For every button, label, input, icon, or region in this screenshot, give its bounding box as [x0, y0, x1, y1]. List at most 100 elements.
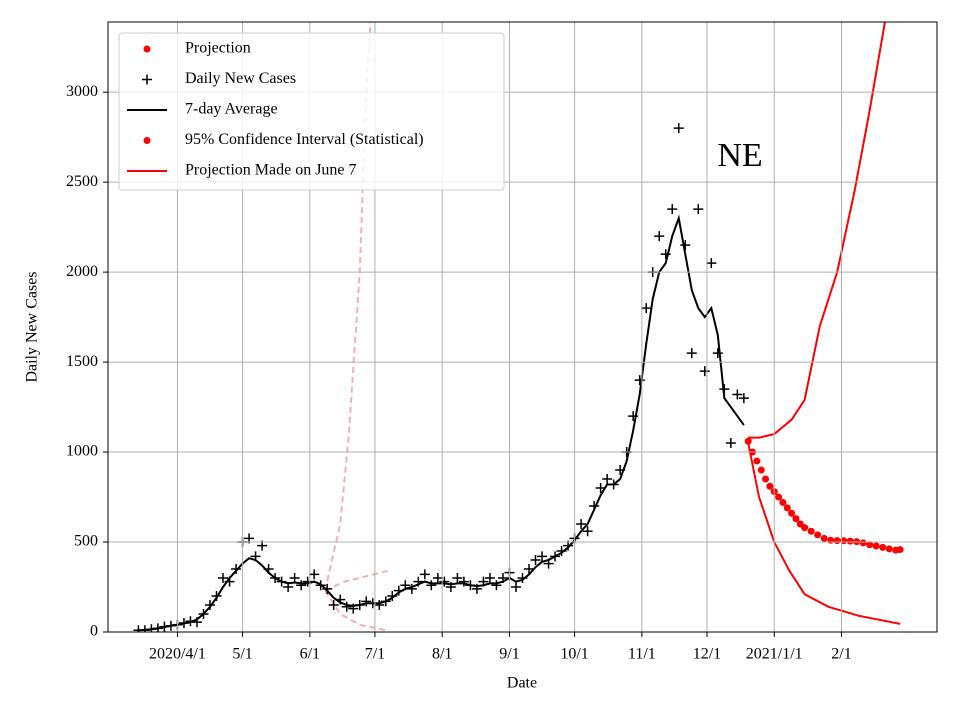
y-tick-label: 1000: [66, 443, 98, 460]
case-marker: [289, 573, 300, 584]
projection-dot: [801, 524, 809, 532]
projection-dot: [762, 475, 770, 483]
case-marker: [204, 600, 215, 611]
case-marker: [667, 204, 678, 215]
legend-marker: [143, 137, 151, 144]
x-tick-label: 6/1: [300, 646, 320, 663]
case-marker: [634, 375, 645, 386]
case-marker: [706, 258, 717, 269]
y-tick-label: 500: [74, 533, 98, 550]
x-tick-label: 5/1: [232, 646, 252, 663]
case-marker: [537, 551, 548, 562]
case-marker: [491, 580, 502, 591]
legend-label: 95% Confidence Interval (Statistical): [185, 131, 424, 148]
legend-marker: [143, 45, 151, 53]
case-marker: [419, 569, 430, 580]
case-marker: [231, 564, 242, 575]
case-marker: [712, 348, 723, 359]
legend-marker: [142, 74, 152, 85]
x-tick-label: 2020/4/1: [149, 646, 206, 663]
case-marker: [484, 573, 495, 584]
x-tick-label: 10/1: [560, 646, 588, 663]
case-marker: [738, 393, 749, 404]
average-line: [138, 214, 745, 632]
legend-label: Projection: [185, 40, 251, 57]
x-tick-label: 11/1: [628, 646, 656, 663]
case-marker: [602, 474, 613, 485]
projection-dot: [814, 531, 822, 539]
projection-dot: [885, 545, 893, 553]
y-tick-label: 2000: [66, 263, 98, 280]
plot-area: [133, 22, 904, 632]
projection-dot: [766, 482, 774, 490]
june-projection-line: [324, 590, 386, 632]
x-tick-label: 2021/1/1: [746, 646, 803, 663]
x-tick-label: 9/1: [499, 646, 519, 663]
legend-label: Projection Made on June 7: [185, 162, 357, 179]
legend-box: [118, 32, 505, 191]
case-marker: [452, 573, 463, 584]
projection-dot: [846, 537, 854, 545]
projection-dot: [872, 542, 880, 550]
case-marker: [673, 123, 684, 134]
y-tick-label: 1500: [66, 353, 98, 370]
case-marker: [576, 519, 587, 530]
case-marker: [641, 303, 652, 314]
y-axis-label: Daily New Cases: [24, 271, 41, 382]
june-projection-line: [324, 569, 389, 592]
case-marker: [524, 564, 535, 575]
projection-dot: [807, 527, 815, 535]
projection-dot: [757, 466, 765, 474]
projection-dot: [788, 509, 796, 517]
case-marker: [725, 438, 736, 449]
projection-dot: [753, 457, 761, 465]
case-marker: [426, 580, 437, 591]
case-marker: [341, 601, 352, 612]
projection-dot: [859, 539, 867, 547]
case-marker: [530, 555, 541, 566]
ci-lower-line: [747, 442, 901, 625]
y-tick-label: 0: [90, 623, 98, 640]
annotation: NE: [717, 137, 762, 174]
case-marker: [458, 576, 469, 587]
projection-dot: [775, 493, 783, 501]
case-marker: [439, 576, 450, 587]
axes-frame: [107, 21, 938, 633]
case-marker: [309, 569, 320, 580]
projection-dot: [820, 534, 828, 542]
x-tick-label: 8/1: [432, 646, 452, 663]
case-marker: [218, 573, 229, 584]
case-marker: [582, 526, 593, 537]
case-marker: [660, 249, 671, 260]
x-tick-label: 2/1: [831, 646, 851, 663]
case-marker: [686, 348, 697, 359]
projection-dot: [792, 515, 800, 523]
projection-dot: [827, 536, 835, 544]
projection-dot: [779, 498, 787, 506]
projection-dot: [783, 504, 791, 512]
case-marker: [322, 583, 333, 594]
y-tick-label: 2500: [66, 173, 98, 190]
case-marker: [654, 231, 665, 242]
case-marker: [699, 366, 710, 377]
case-marker: [510, 582, 521, 593]
legend-label: 7-day Average: [185, 101, 278, 118]
legend-label: Daily New Cases: [185, 70, 296, 87]
ci-upper-line: [748, 22, 886, 439]
projection-dot: [744, 437, 752, 445]
x-tick-label: 7/1: [365, 646, 385, 663]
x-tick-label: 12/1: [693, 646, 721, 663]
case-marker: [732, 389, 743, 400]
case-marker: [328, 600, 339, 611]
case-marker: [374, 600, 385, 611]
case-marker: [680, 240, 691, 251]
case-marker: [432, 573, 443, 584]
case-marker: [296, 580, 307, 591]
case-marker: [693, 204, 704, 215]
x-axis-label: Date: [507, 675, 537, 692]
projection-dot: [879, 543, 887, 551]
y-tick-label: 3000: [66, 83, 98, 100]
case-marker: [361, 596, 372, 607]
projection-dot: [896, 546, 904, 554]
